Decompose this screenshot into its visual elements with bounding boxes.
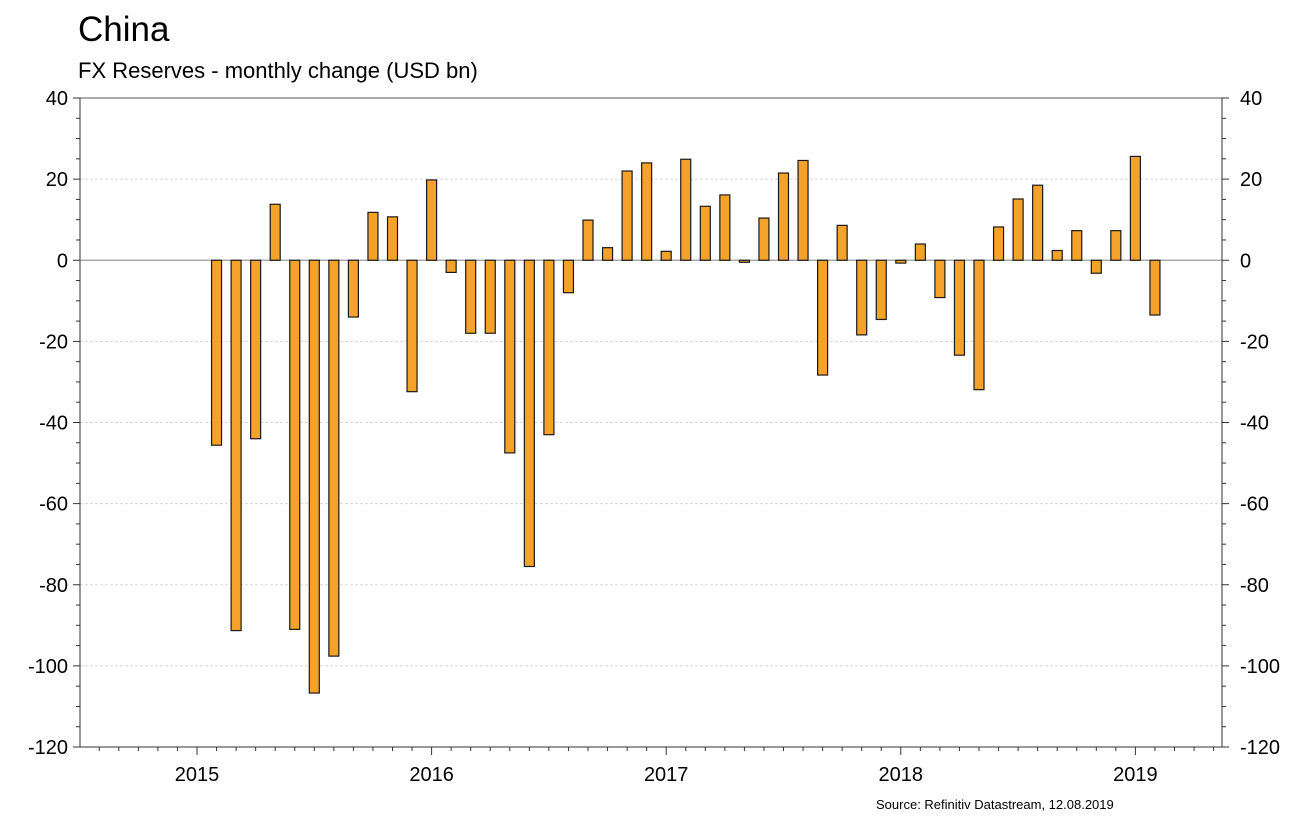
bar [992, 226, 1005, 261]
bar [308, 259, 320, 694]
bar [1129, 155, 1142, 261]
bar [269, 203, 281, 261]
bar [1071, 230, 1083, 261]
y-tick-label-left: 20 [46, 169, 68, 191]
bar [582, 219, 594, 261]
y-tick-label-right: -100 [1240, 656, 1280, 678]
bar [1051, 249, 1063, 261]
y-tick-label-right: -60 [1240, 494, 1269, 516]
chart-source: Source: Refinitiv Datastream, 12.08.2019 [876, 797, 1114, 812]
bar [230, 259, 242, 632]
bar [406, 259, 418, 393]
bar [1032, 184, 1044, 261]
bar [328, 259, 340, 657]
bar [426, 179, 438, 261]
y-tick-label-left: -120 [28, 737, 68, 759]
y-tick-label-left: -60 [39, 494, 68, 516]
y-tick-label-right: -80 [1240, 575, 1269, 597]
bar [1149, 259, 1161, 316]
x-tick-label: 2015 [175, 764, 220, 786]
bar [386, 216, 399, 261]
bar [797, 159, 809, 261]
y-tick-label-right: 40 [1240, 88, 1262, 110]
bar [699, 205, 711, 261]
bar [973, 259, 985, 391]
bar [347, 259, 359, 318]
bar [1090, 259, 1102, 274]
y-tick-label-right: 20 [1240, 169, 1262, 191]
bar [719, 194, 731, 261]
y-tick-label-left: -100 [28, 656, 68, 678]
y-tick-label-left: -20 [39, 331, 68, 353]
bar [523, 259, 535, 568]
bar [738, 259, 751, 263]
y-tick-label-right: -40 [1240, 413, 1269, 435]
y-tick-label-right: -20 [1240, 331, 1269, 353]
x-tick-label: 2019 [1113, 764, 1158, 786]
x-tick-label: 2018 [879, 764, 924, 786]
y-tick-label-left: -80 [39, 575, 68, 597]
bar [953, 259, 966, 356]
bar [1110, 230, 1122, 261]
chart-subtitle: FX Reserves - monthly change (USD bn) [78, 58, 478, 83]
chart-title: China [78, 10, 170, 49]
bar [504, 259, 516, 454]
bar [367, 211, 379, 261]
bar [484, 259, 496, 334]
y-tick-label-left: 0 [57, 250, 68, 272]
bar [856, 259, 868, 336]
bar [562, 259, 575, 294]
y-tick-label-left: -40 [39, 413, 68, 435]
bar [465, 259, 477, 334]
bar [1012, 198, 1024, 261]
bar [621, 170, 633, 261]
y-tick-label-right: -120 [1240, 737, 1280, 759]
bar [875, 259, 887, 321]
y-tick-label-left: 40 [46, 88, 68, 110]
bar [601, 247, 614, 261]
bar [914, 243, 926, 261]
bar [289, 259, 301, 630]
bar [758, 217, 770, 261]
bar [660, 250, 672, 261]
x-tick-label: 2016 [409, 764, 454, 786]
bar [777, 172, 790, 261]
bar [836, 224, 848, 261]
bar [641, 162, 653, 261]
bar [445, 259, 457, 274]
bar [816, 259, 829, 376]
bar [543, 259, 555, 436]
bar [934, 259, 946, 299]
bar [680, 158, 692, 261]
bar [250, 259, 262, 440]
x-tick-label: 2017 [644, 764, 689, 786]
bar [895, 259, 907, 264]
y-tick-label-right: 0 [1240, 250, 1251, 272]
bar [210, 259, 223, 446]
